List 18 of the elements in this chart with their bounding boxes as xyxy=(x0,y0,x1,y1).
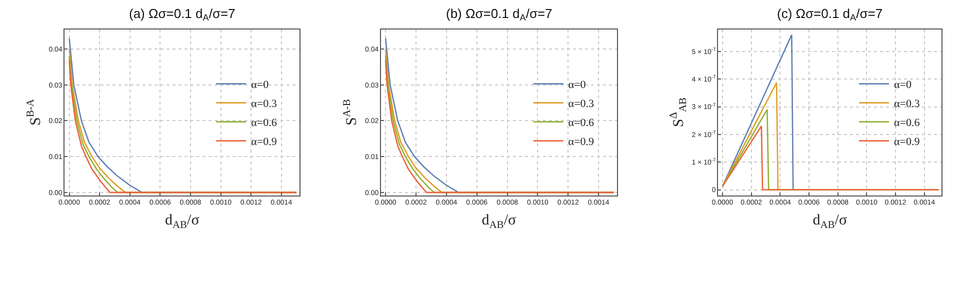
legend-label: α=0 xyxy=(568,79,586,92)
chart-title: (c) Ωσ=0.1 d$_{A}$/σ=7 xyxy=(777,6,883,23)
chart-title: (a) Ωσ=0.1 d$_{A}$/σ=7 xyxy=(129,6,236,23)
legend-label: α=0.3 xyxy=(251,98,278,110)
legend-label: α=0.9 xyxy=(894,136,920,148)
legend-label: α=0 xyxy=(894,79,912,92)
legend-label: α=0.9 xyxy=(568,136,595,148)
legend-label: α=0.9 xyxy=(251,136,278,148)
legend-label: α=0.6 xyxy=(251,117,278,130)
chart-title: (b) Ωσ=0.1 d$_{A}$/σ=7 xyxy=(446,6,552,23)
legend-label: α=0.3 xyxy=(894,98,920,110)
legend-label: α=0.6 xyxy=(568,117,595,130)
x-axis-title: d$_{AB}$/σ xyxy=(812,212,848,231)
x-axis-title: d$_{AB}$/σ xyxy=(482,212,516,231)
legend-label: α=0.3 xyxy=(568,98,595,110)
legend-label: α=0.6 xyxy=(894,117,920,130)
x-axis-title: d$_{AB}$/σ xyxy=(164,212,200,231)
legend-label: α=0 xyxy=(251,79,270,92)
